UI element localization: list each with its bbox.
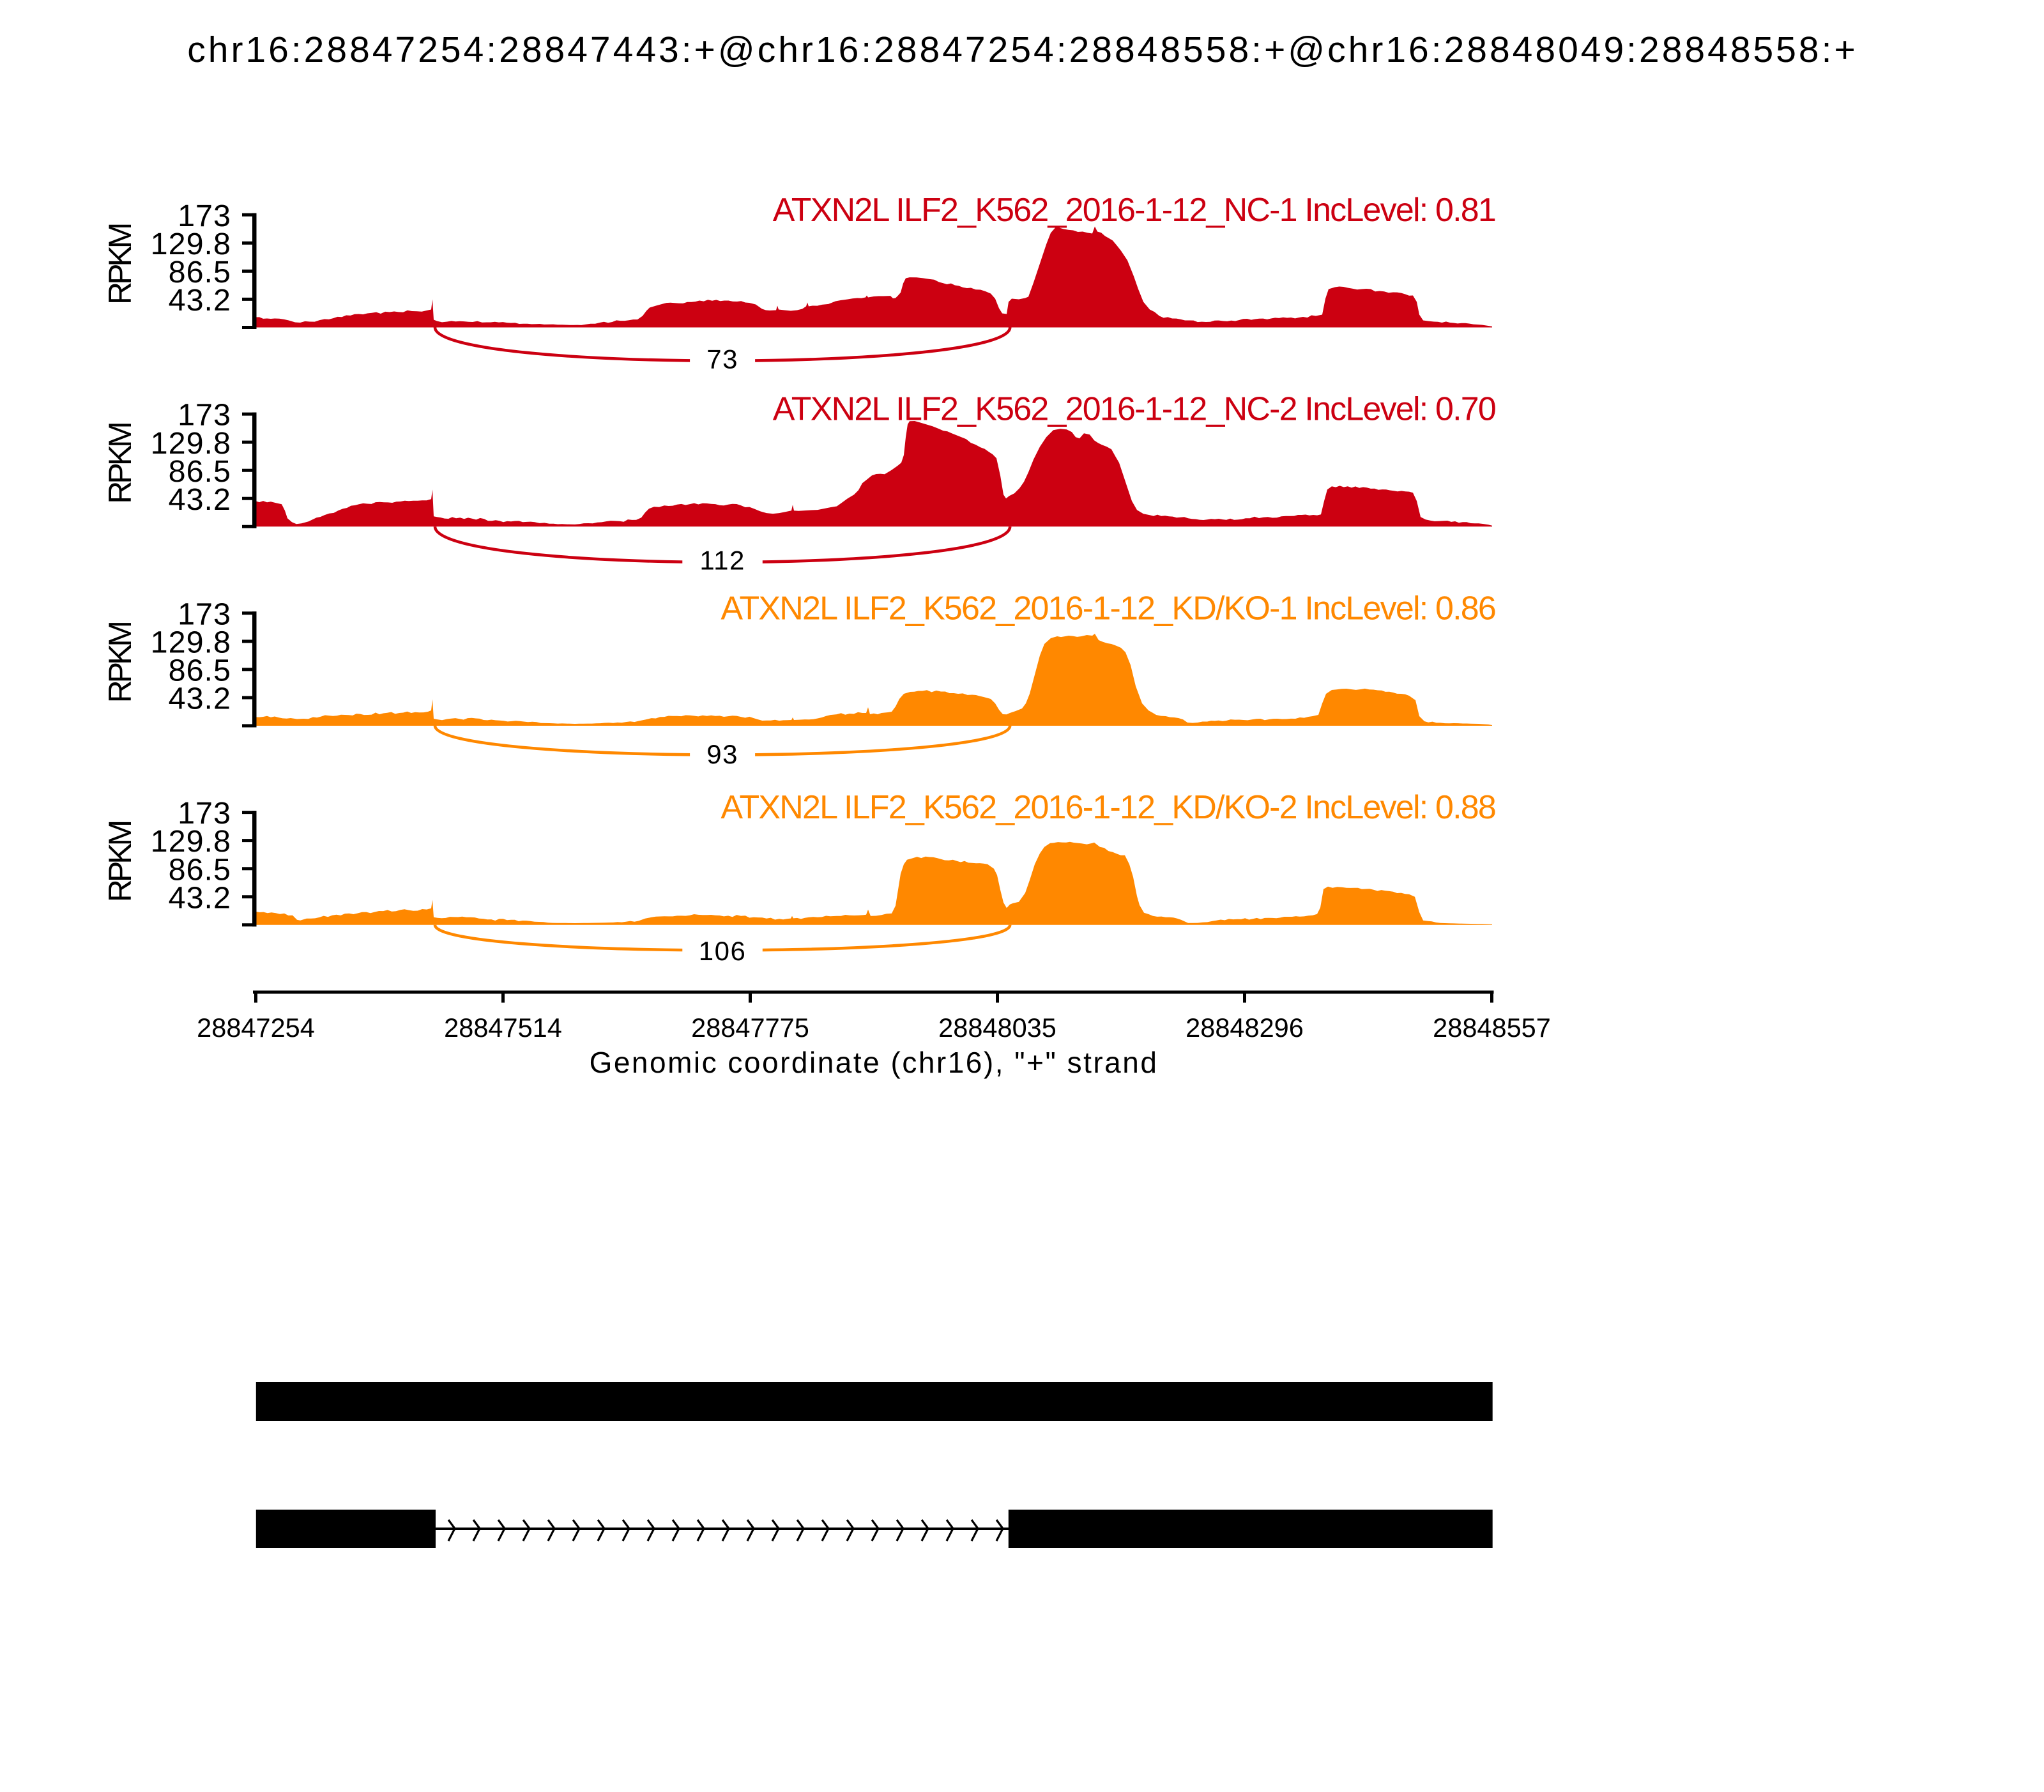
- svg-text:173: 173: [178, 199, 231, 233]
- svg-text:43.2: 43.2: [169, 283, 231, 318]
- svg-text:86.5: 86.5: [169, 654, 231, 688]
- svg-text:129.8: 129.8: [151, 625, 231, 660]
- svg-text:ATXN2L ILF2_K562_2016-1-12_KD/: ATXN2L ILF2_K562_2016-1-12_KD/KO-1 IncLe…: [721, 590, 1495, 627]
- svg-text:86.5: 86.5: [169, 454, 231, 489]
- svg-text:RPKM: RPKM: [102, 224, 138, 305]
- svg-text:93: 93: [706, 739, 738, 769]
- svg-text:173: 173: [178, 796, 231, 831]
- svg-text:28847254: 28847254: [197, 1013, 315, 1043]
- svg-text:129.8: 129.8: [151, 426, 231, 461]
- svg-text:43.2: 43.2: [169, 682, 231, 716]
- svg-text:ATXN2L ILF2_K562_2016-1-12_NC-: ATXN2L ILF2_K562_2016-1-12_NC-2 IncLevel…: [773, 391, 1495, 428]
- svg-text:28848296: 28848296: [1186, 1013, 1304, 1043]
- svg-text:43.2: 43.2: [169, 482, 231, 517]
- svg-text:86.5: 86.5: [169, 255, 231, 289]
- svg-text:RPKM: RPKM: [102, 424, 138, 504]
- svg-text:RPKM: RPKM: [102, 822, 138, 902]
- svg-text:chr16:28847254:28847443:+@chr1: chr16:28847254:28847443:+@chr16:28847254…: [187, 29, 1858, 70]
- svg-text:Genomic coordinate (chr16), "+: Genomic coordinate (chr16), "+" strand: [590, 1046, 1159, 1079]
- svg-text:73: 73: [706, 344, 738, 374]
- svg-text:43.2: 43.2: [169, 880, 231, 915]
- svg-text:129.8: 129.8: [151, 824, 231, 859]
- svg-text:173: 173: [178, 398, 231, 433]
- svg-text:106: 106: [699, 936, 747, 966]
- svg-text:112: 112: [699, 546, 745, 576]
- svg-text:28848035: 28848035: [938, 1013, 1056, 1043]
- svg-text:28848557: 28848557: [1433, 1013, 1551, 1043]
- svg-text:28847775: 28847775: [691, 1013, 809, 1043]
- svg-text:28847514: 28847514: [444, 1013, 562, 1043]
- svg-text:173: 173: [178, 597, 231, 631]
- svg-text:RPKM: RPKM: [102, 623, 138, 703]
- svg-text:129.8: 129.8: [151, 227, 231, 261]
- svg-text:86.5: 86.5: [169, 852, 231, 887]
- svg-text:ATXN2L ILF2_K562_2016-1-12_NC-: ATXN2L ILF2_K562_2016-1-12_NC-1 IncLevel…: [773, 192, 1495, 229]
- svg-text:ATXN2L ILF2_K562_2016-1-12_KD/: ATXN2L ILF2_K562_2016-1-12_KD/KO-2 IncLe…: [721, 789, 1495, 826]
